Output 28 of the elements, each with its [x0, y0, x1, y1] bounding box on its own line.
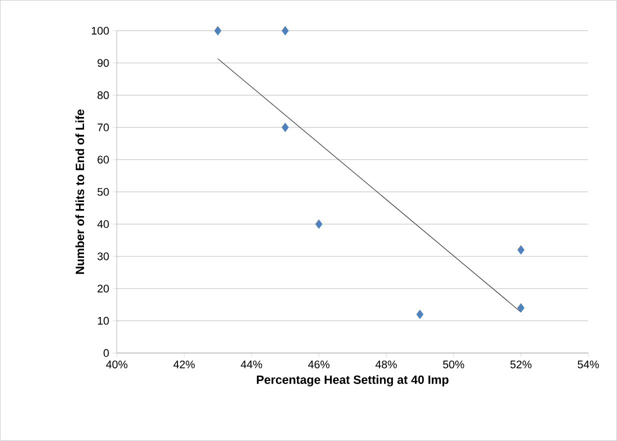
point: [517, 303, 524, 313]
y-tick-label: 80: [98, 91, 109, 100]
x-tick-label: 46%: [308, 360, 330, 368]
point: [315, 220, 322, 229]
y-tick-label: 70: [98, 124, 109, 132]
y-tick-label: 90: [98, 59, 109, 67]
y-tick-label: 20: [98, 284, 109, 293]
y-tick-label: 50: [98, 188, 109, 196]
y-tick-label: 10: [98, 317, 109, 325]
x-axis-title: Percentage Heat Setting at 40 Imp: [256, 375, 448, 386]
x-tick-label: 54%: [578, 360, 599, 368]
y-tick-label: 40: [97, 220, 109, 228]
y-tick-label: 100: [92, 26, 109, 35]
point: [282, 122, 289, 132]
point: [416, 310, 424, 320]
x-tick-label: 52%: [510, 360, 532, 368]
x-tick-label: 48%: [375, 360, 397, 368]
y-tick-label: 60: [98, 156, 109, 164]
x-tick-label: 42%: [173, 360, 195, 368]
y-axis-title: Number of Hits to End of Life: [75, 110, 84, 274]
y-tick-label: 30: [98, 252, 109, 260]
x-tick-label: 50%: [443, 360, 464, 368]
point: [282, 26, 289, 36]
point: [517, 245, 524, 255]
y-tick-label: 0: [104, 349, 109, 358]
point: [214, 26, 222, 36]
x-tick-label: 40%: [106, 360, 128, 368]
x-tick-label: 44%: [240, 360, 262, 368]
